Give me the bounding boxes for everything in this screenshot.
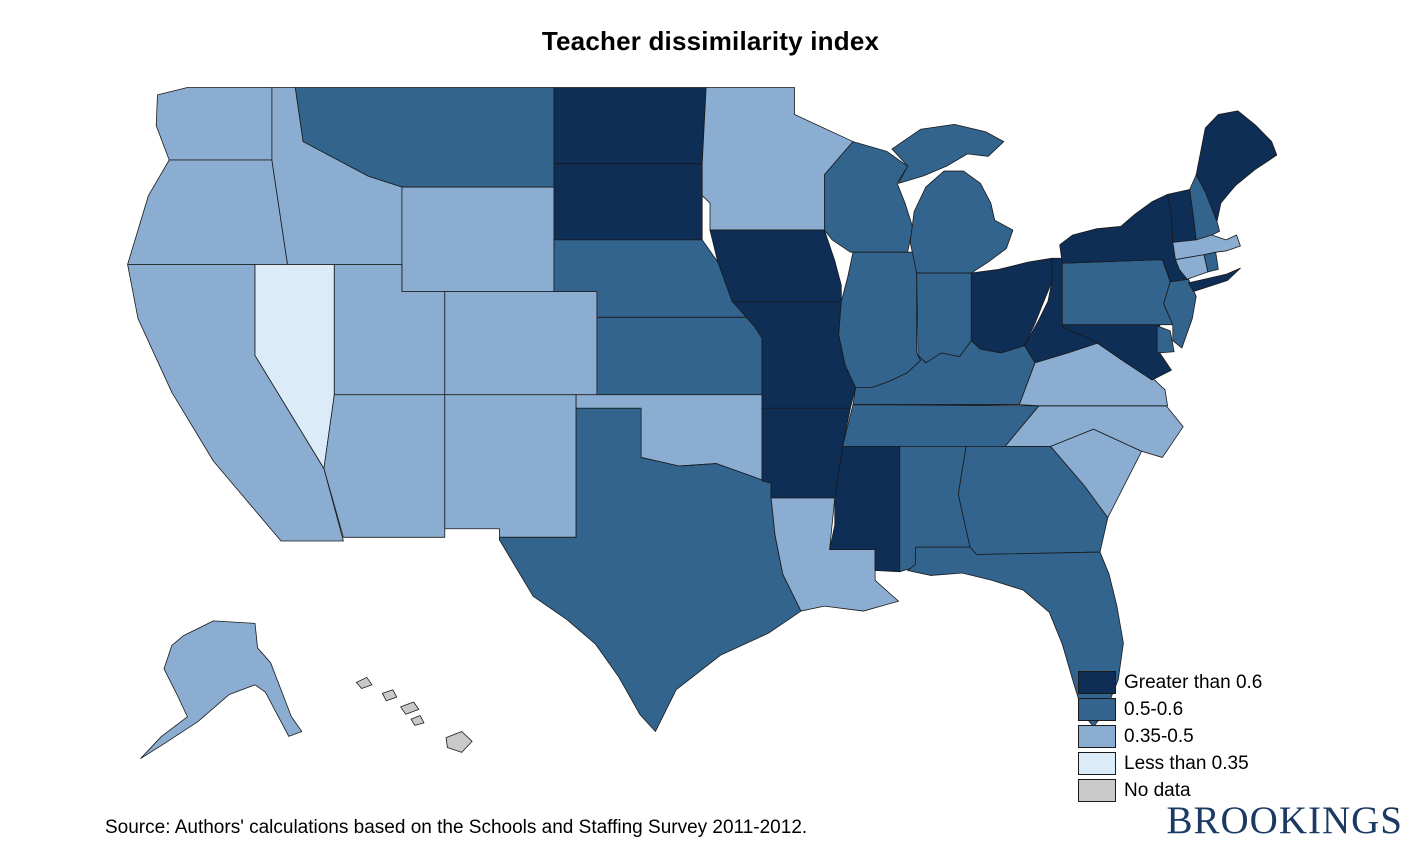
us-choropleth-map: [60, 58, 1360, 820]
legend-label: Less than 0.35: [1124, 752, 1249, 774]
state-hi: [411, 716, 424, 726]
state-wi: [824, 142, 912, 253]
page-title: Teacher dissimilarity index: [541, 26, 880, 56]
legend-label: 0.5-0.6: [1124, 698, 1184, 720]
legend-item: Greater than 0.6: [1078, 670, 1262, 695]
state-hi: [382, 690, 396, 701]
state-tx: [499, 408, 801, 731]
legend-swatch-035-05: [1078, 725, 1116, 748]
state-az: [324, 395, 445, 538]
state-tn: [843, 405, 1039, 447]
state-nc: [1005, 406, 1183, 458]
state-de: [1157, 326, 1174, 353]
state-ak: [141, 621, 302, 759]
legend-item: 0.5-0.6: [1078, 697, 1262, 722]
state-me: [1196, 111, 1277, 222]
state-pa: [1062, 260, 1173, 325]
legend-swatch-greater-06: [1078, 671, 1116, 694]
state-co: [445, 292, 597, 395]
state-mi: [910, 171, 1013, 273]
legend-label: 0.35-0.5: [1124, 725, 1194, 747]
legend-swatch-no-data: [1078, 779, 1116, 802]
state-nd: [554, 87, 706, 163]
state-or: [128, 160, 288, 264]
state-in: [917, 273, 972, 363]
state-ia: [710, 230, 841, 301]
legend-swatch-05-06: [1078, 698, 1116, 721]
legend-label: Greater than 0.6: [1124, 671, 1263, 693]
legend-item: Less than 0.35: [1078, 751, 1262, 776]
source-note: Source: Authors' calculations based on t…: [105, 817, 808, 838]
map-legend: Greater than 0.6 0.5-0.6 0.35-0.5 Less t…: [1078, 670, 1262, 803]
state-wa: [156, 87, 272, 160]
state-il: [839, 252, 921, 387]
us-map-container: [60, 58, 1360, 820]
legend-item: 0.35-0.5: [1078, 724, 1262, 749]
legend-swatch-less-035: [1078, 752, 1116, 775]
state-ma: [1173, 235, 1241, 260]
state-ks: [597, 317, 762, 394]
state-wy: [402, 187, 554, 291]
state-nm: [445, 395, 576, 538]
brookings-logo: BROOKINGS: [1166, 799, 1403, 842]
legend-item: No data: [1078, 778, 1262, 803]
state-ny: [1188, 268, 1240, 291]
state-mi: [892, 124, 1004, 183]
state-hi: [356, 677, 372, 688]
states-group: [128, 87, 1277, 758]
legend-label: No data: [1124, 779, 1191, 801]
state-la: [771, 498, 898, 611]
state-sd: [554, 164, 702, 240]
state-hi: [446, 732, 472, 753]
state-hi: [401, 702, 419, 714]
